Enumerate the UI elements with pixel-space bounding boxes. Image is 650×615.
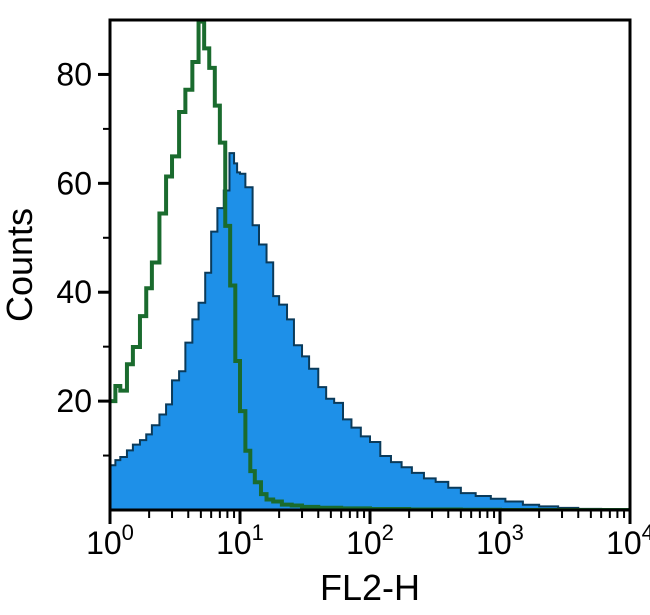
y-tick-label: 20 <box>56 383 92 419</box>
flow-cytometry-histogram: 10010110210310420406080FL2-HCounts <box>0 0 650 615</box>
y-tick-label: 60 <box>56 165 92 201</box>
y-tick-label: 80 <box>56 56 92 92</box>
chart-svg: 10010110210310420406080FL2-HCounts <box>0 0 650 615</box>
x-axis-label: FL2-H <box>320 567 420 608</box>
y-tick-label: 40 <box>56 274 92 310</box>
y-axis-label: Counts <box>0 208 40 322</box>
